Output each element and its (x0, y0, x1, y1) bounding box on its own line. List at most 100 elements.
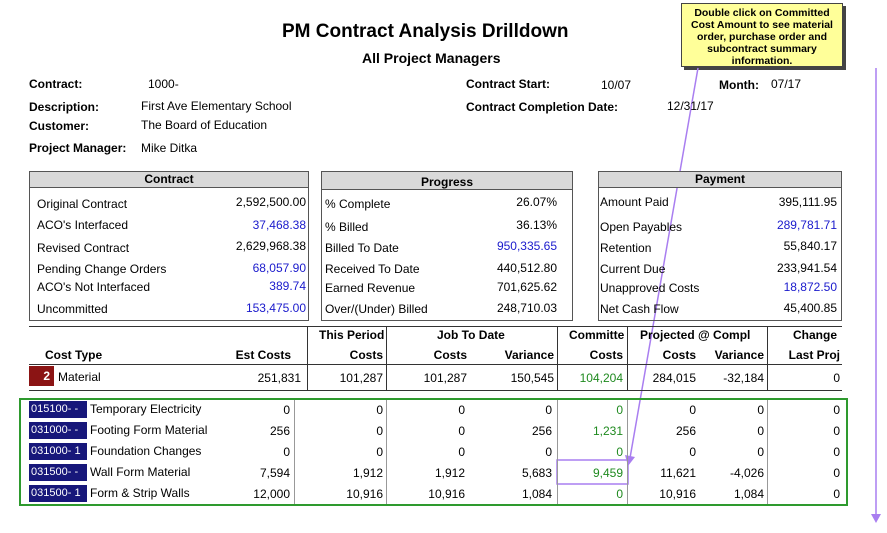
percent-billed-value: 36.13% (516, 218, 557, 232)
category-proj: 284,015 (652, 371, 696, 385)
arrow-line-diagonal (629, 67, 699, 459)
detail-proj: 256 (675, 424, 696, 438)
cost-code-badge[interactable]: 031000- - (29, 422, 87, 439)
detail-committed[interactable]: 0 (616, 487, 623, 501)
detail-row-name: Footing Form Material (90, 423, 208, 437)
completion-date-label: Contract Completion Date: (466, 100, 619, 114)
detail-change: 0 (833, 466, 840, 480)
detail-var: 0 (545, 403, 552, 417)
cost-code: 031000- (31, 445, 72, 457)
detail-jtd: 0 (458, 445, 465, 459)
table-col-separator (767, 327, 768, 391)
detail-change: 0 (833, 403, 840, 417)
detail-proj: 0 (689, 445, 696, 459)
col-proj-costs: Costs (662, 348, 696, 362)
detail-col-separator (767, 400, 768, 504)
detail-change: 0 (833, 424, 840, 438)
table-col-separator (386, 327, 387, 391)
aco-interfaced-label: ACO's Interfaced (37, 218, 128, 232)
cost-code-badge[interactable]: 031000- 1 (29, 443, 87, 460)
detail-col-separator (557, 400, 558, 504)
detail-committed[interactable]: 0 (616, 445, 623, 459)
col-tp-costs: Costs (349, 348, 383, 362)
detail-pvar: -4,026 (729, 466, 764, 480)
original-contract-label: Original Contract (37, 197, 128, 211)
detail-row-name: Temporary Electricity (90, 402, 202, 416)
detail-jtd: 0 (458, 424, 465, 438)
cost-code-badge[interactable]: 031500- 1 (29, 485, 87, 502)
progress-panel-title: Progress (322, 172, 572, 190)
uncommitted-label: Uncommitted (37, 302, 108, 316)
open-payables-label: Open Payables (600, 220, 683, 234)
revised-contract-value: 2,629,968.38 (235, 239, 306, 253)
description-value: First Ave Elementary School (141, 99, 292, 113)
detail-est: 0 (283, 403, 290, 417)
percent-complete-value: 26.07% (516, 195, 557, 209)
percent-complete-label: % Complete (325, 197, 391, 211)
col-cost-type: Cost Type (45, 348, 103, 362)
table-col-separator (557, 327, 558, 391)
header-change: Change (793, 328, 838, 342)
detail-var: 0 (545, 445, 552, 459)
payment-panel: Payment (598, 171, 842, 321)
col-est-costs: Est Costs (235, 348, 291, 362)
revised-contract-label: Revised Contract (37, 241, 130, 255)
over-under-billed-value: 248,710.03 (496, 301, 557, 315)
completion-date-value: 12/31/17 (667, 99, 714, 113)
header-this-period: This Period (319, 328, 385, 342)
detail-change: 0 (833, 487, 840, 501)
contract-start-value: 10/07 (601, 78, 632, 92)
detail-var: 1,084 (521, 487, 552, 501)
earned-revenue-value: 701,625.62 (496, 280, 557, 294)
col-jtd-variance: Variance (504, 348, 554, 362)
category-pvar: -32,184 (723, 371, 764, 385)
table-header-bottom-line (29, 364, 842, 365)
open-payables-value[interactable]: 289,781.71 (776, 218, 837, 232)
unapproved-costs-value[interactable]: 18,872.50 (783, 280, 837, 294)
detail-col-separator (386, 400, 387, 504)
col-committed-costs: Costs (589, 348, 623, 362)
category-est: 251,831 (257, 371, 301, 385)
detail-est: 0 (283, 445, 290, 459)
detail-rows-group (19, 398, 848, 506)
cost-code-badge[interactable]: 015100- - (29, 401, 87, 418)
detail-committed[interactable]: 0 (616, 403, 623, 417)
contract-panel: Contract (29, 171, 309, 321)
detail-var: 5,683 (521, 466, 552, 480)
category-committed[interactable]: 104,204 (579, 371, 623, 385)
detail-col-separator (294, 400, 295, 504)
arrow-head-down (871, 514, 881, 523)
detail-proj: 10,916 (659, 487, 696, 501)
header-committed: Committe (569, 328, 625, 342)
detail-pvar: 0 (757, 403, 764, 417)
detail-committed[interactable]: 1,231 (592, 424, 623, 438)
retention-label: Retention (600, 241, 652, 255)
month-label: Month: (719, 78, 759, 92)
cost-code-badge[interactable]: 031500- - (29, 464, 87, 481)
detail-tp: 10,916 (346, 487, 383, 501)
earned-revenue-label: Earned Revenue (325, 281, 416, 295)
category-code-badge[interactable]: 2 (29, 366, 54, 386)
aco-not-interfaced-value[interactable]: 389.74 (269, 279, 306, 293)
category-change: 0 (833, 371, 840, 385)
detail-row-name: Foundation Changes (90, 444, 202, 458)
table-col-separator (307, 327, 308, 391)
header-projected: Projected @ Compl (640, 328, 751, 342)
contract-panel-title: Contract (30, 172, 308, 188)
category-tp: 101,287 (339, 371, 383, 385)
pending-change-orders-value[interactable]: 68,057.90 (252, 261, 306, 275)
table-category-bottom-line (29, 390, 842, 391)
uncommitted-value[interactable]: 153,475.00 (245, 301, 306, 315)
detail-committed[interactable]: 9,459 (592, 466, 623, 480)
received-to-date-value: 440,512.80 (496, 261, 557, 275)
amount-paid-label: Amount Paid (600, 195, 669, 209)
description-label: Description: (29, 100, 100, 114)
col-proj-variance: Variance (714, 348, 764, 362)
aco-interfaced-value[interactable]: 37,468.38 (252, 218, 306, 232)
detail-jtd: 1,912 (434, 466, 465, 480)
cost-code-suffix: 1 (74, 487, 81, 499)
col-jtd-costs: Costs (433, 348, 467, 362)
billed-to-date-value[interactable]: 950,335.65 (496, 239, 557, 253)
col-change-last-proj: Last Proj (788, 348, 840, 362)
contract-value: 1000- (148, 77, 179, 91)
